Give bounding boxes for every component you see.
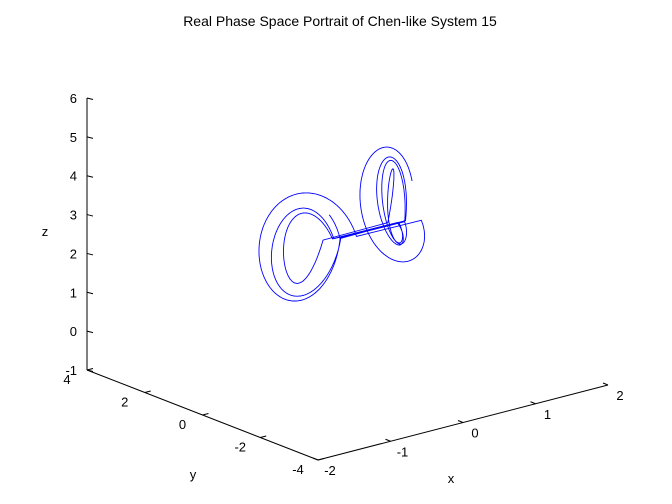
x-tick-label: -1 [397,444,409,459]
z-tick-mark [86,214,94,217]
phase-trajectory [258,146,426,302]
x-axis-label: x [448,471,455,486]
x-tick-label: -2 [324,463,336,478]
y-tick-mark [144,390,151,393]
y-tick-label: 4 [63,372,70,387]
y-tick-label: 0 [179,417,186,432]
z-tick-mark [86,136,94,139]
y-tick-label: -2 [234,440,246,455]
y-tick-mark [317,458,325,461]
z-tick-label: 0 [70,324,77,339]
x-tick-label: 0 [471,426,478,441]
x-tick-mark [457,420,464,423]
y-axis-label: y [190,467,197,482]
z-tick-mark [86,97,94,100]
x-tick-mark [385,438,391,442]
z-tick-label: 2 [70,246,77,261]
x-tick-label: 2 [616,388,623,403]
z-tick-mark [86,291,94,295]
y-tick-label: 2 [121,395,128,410]
z-tick-label: 6 [70,91,77,106]
y-tick-mark [260,435,267,438]
x-tick-mark [312,457,319,461]
z-tick-mark [86,252,94,256]
x-tick-mark [602,382,609,386]
x-tick-mark [530,401,536,405]
z-tick-label: 5 [70,130,77,145]
y-tick-mark [86,368,94,371]
z-tick-label: 1 [70,285,77,300]
tick-group: -1 0 1 2 3 4 5 6 -4 -2 0 2 4 -2 -1 0 1 2 [63,91,623,478]
y-tick-label: -4 [292,462,304,477]
z-tick-label: 4 [70,169,77,184]
y-tick-mark [202,413,209,416]
chart-title: Real Phase Space Portrait of Chen-like S… [183,13,497,29]
z-axis-label: z [42,224,49,239]
z-tick-label: -1 [65,363,77,378]
z-tick-label: 3 [70,208,77,223]
x-tick-label: 1 [544,407,551,422]
z-tick-mark [86,175,94,178]
z-tick-mark [86,330,94,334]
